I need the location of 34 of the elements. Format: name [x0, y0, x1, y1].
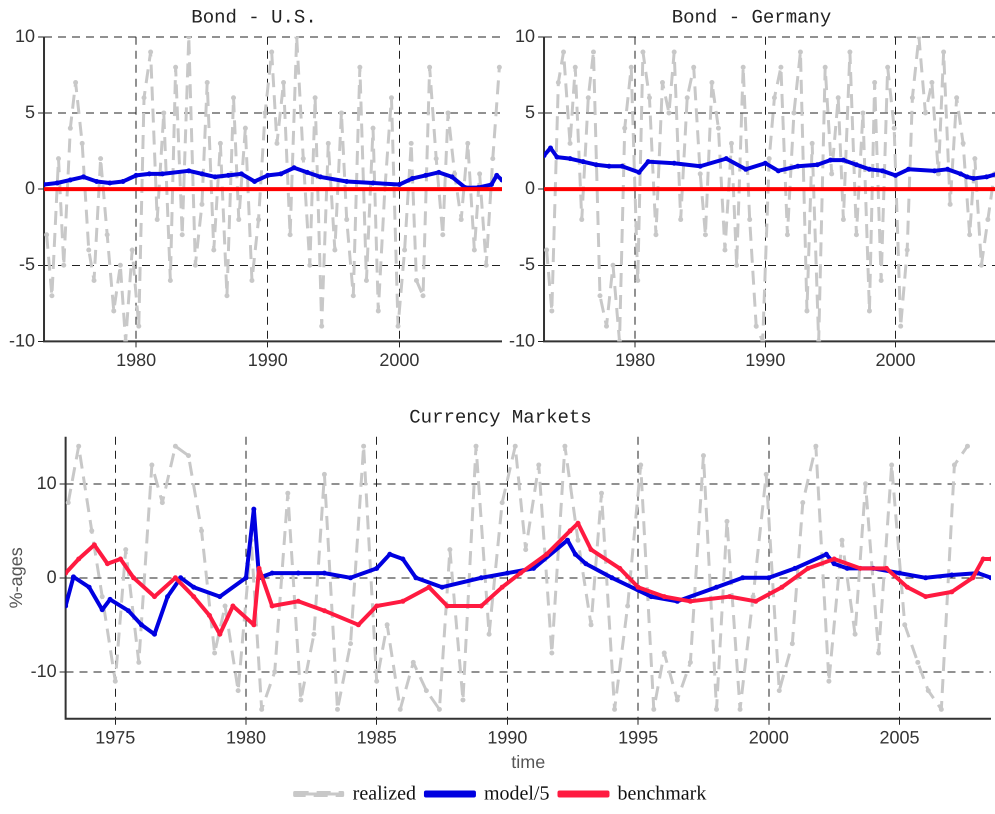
x-tick-label: 2000	[379, 350, 420, 370]
y-tick-label: 0	[525, 178, 536, 198]
legend-label: model/5	[484, 782, 550, 804]
x-tick-label: 1985	[356, 728, 397, 748]
y-axis-title: %-ages	[6, 547, 26, 608]
x-tick-label: 1980	[615, 350, 656, 370]
y-tick-label: 0	[46, 566, 57, 587]
y-tick-label: 10	[36, 472, 57, 493]
y-tick-label: -5	[19, 254, 36, 274]
x-tick-label: 1980	[226, 728, 266, 748]
x-tick-label: 1990	[745, 350, 786, 370]
y-tick-label: 5	[25, 102, 36, 122]
legend-label: realized	[352, 782, 416, 804]
x-tick-label: 1980	[116, 350, 156, 370]
x-tick-label: 1990	[248, 350, 288, 370]
chart-title: Bond - U.S.	[191, 6, 317, 28]
x-tick-label: 1975	[95, 728, 136, 748]
legend-label: benchmark	[617, 782, 706, 804]
y-tick-label: 10	[514, 26, 536, 46]
x-tick-label: 2005	[879, 728, 920, 748]
y-tick-label: -10	[509, 330, 536, 350]
y-tick-label: -5	[519, 254, 536, 274]
x-axis-title: time	[511, 752, 546, 772]
x-tick-label: 1990	[487, 728, 528, 748]
y-tick-label: 5	[525, 102, 536, 122]
y-tick-label: -10	[9, 330, 36, 350]
x-tick-label: 2000	[875, 350, 916, 370]
chart-title: Bond - Germany	[672, 6, 832, 28]
y-tick-label: 0	[25, 178, 36, 198]
chart-title: Currency Markets	[409, 406, 592, 428]
x-tick-label: 1995	[618, 728, 658, 748]
y-tick-label: -10	[30, 660, 57, 681]
x-tick-label: 2000	[748, 728, 789, 748]
y-tick-label: 10	[14, 26, 36, 46]
